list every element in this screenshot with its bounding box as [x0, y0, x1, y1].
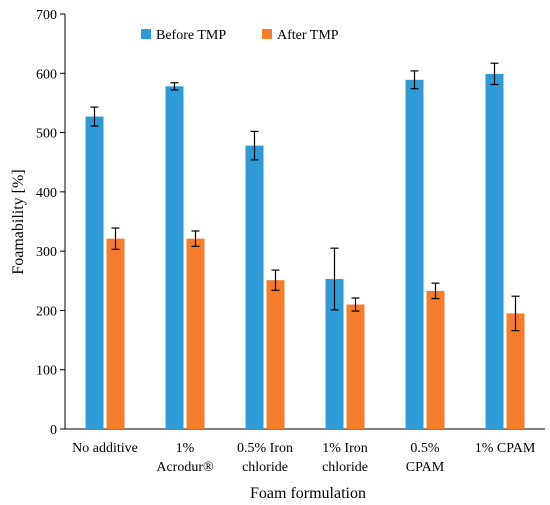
error-bar [511, 295, 520, 332]
y-tick-label: 100 [36, 364, 57, 379]
bar-after-tmp [426, 290, 445, 429]
x-tick-label: 1% Iron chloride [322, 441, 368, 475]
y-tick-label: 600 [36, 67, 57, 82]
legend: Before TMP After TMP [141, 28, 339, 43]
error-bar [330, 247, 339, 311]
x-tick-label: 0.5% Iron chloride [237, 441, 293, 475]
x-tick-label: 1% CPAM [475, 441, 536, 456]
error-bar [431, 282, 440, 300]
bar-after-tmp [266, 280, 285, 429]
x-tick-label: 0.5% CPAM [406, 441, 445, 475]
error-bars [90, 62, 520, 332]
x-tick-label: 1% Acrodur® [156, 441, 214, 475]
y-axis-title: Foamability [%] [10, 169, 27, 274]
error-bar [351, 297, 360, 312]
y-tick-label: 0 [50, 423, 57, 438]
error-bar [271, 269, 280, 291]
bar-before-tmp [325, 279, 344, 429]
y-tick-label: 200 [36, 304, 57, 319]
bar-before-tmp [245, 145, 264, 429]
error-bar [410, 70, 419, 90]
x-tick-label: No additive [72, 441, 138, 456]
legend-label: Before TMP [156, 28, 226, 43]
x-axis: No additive 1% Acrodur® 0.5% Iron chloride 1%… [65, 428, 545, 475]
x-axis-title: Foam formulation [250, 485, 366, 502]
bar-before-tmp [405, 79, 424, 430]
bar-before-tmp [85, 116, 104, 430]
error-bar [191, 230, 200, 247]
error-bar [90, 106, 99, 127]
y-tick-label: 500 [36, 127, 57, 142]
y-tick-label: 300 [36, 245, 57, 260]
bar-after-tmp [106, 238, 125, 429]
legend-swatch [141, 29, 151, 39]
bars [85, 73, 525, 430]
y-tick-label: 700 [36, 8, 57, 23]
error-bar [170, 82, 179, 91]
error-bar [111, 227, 120, 250]
error-bar [490, 62, 499, 86]
bar-after-tmp [346, 304, 365, 429]
bar-after-tmp [186, 238, 205, 429]
bar-after-tmp [506, 313, 525, 429]
y-tick-label: 400 [36, 186, 57, 201]
legend-label: After TMP [277, 28, 339, 43]
legend-swatch [262, 29, 272, 39]
y-axis: 0 100 200 300 400 500 600 700 [36, 8, 66, 438]
bar-before-tmp [485, 73, 504, 429]
bar-before-tmp [165, 86, 184, 429]
error-bar [250, 130, 259, 161]
